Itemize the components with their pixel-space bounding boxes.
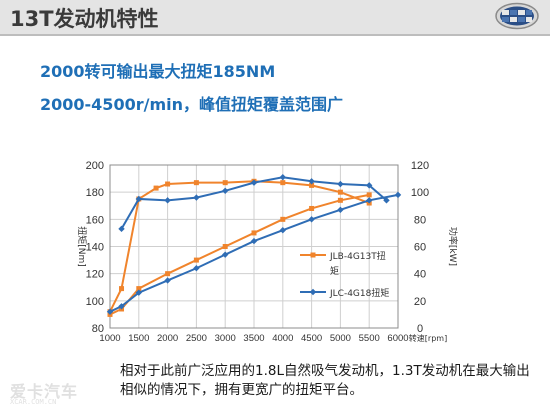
plot-frame: [109, 164, 399, 329]
data-point: [164, 277, 171, 284]
x-tick-label: 2500: [186, 333, 207, 344]
y-tick-label: 80: [92, 323, 104, 335]
x-tick-label: 4000: [272, 333, 293, 344]
data-point: [164, 197, 171, 204]
data-point: [337, 189, 343, 195]
y2-tick-label: 40: [414, 269, 426, 281]
y2-axis-label: 功率[kW]: [447, 227, 459, 266]
series-line-0: [109, 180, 370, 313]
x-axis-label: 转速[rpm]: [409, 333, 447, 343]
watermark-site: XCAR.COM.CN: [10, 398, 57, 406]
x-tick-label: 3500: [243, 333, 264, 344]
geely-logo-icon: [495, 2, 539, 30]
data-point: [222, 244, 228, 249]
data-point: [279, 174, 286, 181]
legend-marker-orange: [310, 252, 316, 258]
data-point: [337, 180, 344, 188]
y-tick-label: 200: [86, 160, 104, 172]
legend-marker-blue: [309, 288, 317, 296]
data-point: [309, 182, 315, 188]
data-point: [309, 205, 315, 211]
y2-tick-label: 120: [411, 160, 429, 172]
y-tick-label: 180: [86, 187, 104, 199]
legend-label-jlb-line1: JLB-4G13T扭: [329, 250, 386, 262]
data-point: [118, 225, 125, 233]
data-point: [308, 216, 315, 223]
data-point: [193, 265, 200, 272]
data-point: [135, 195, 142, 203]
y-tick-label: 120: [86, 269, 104, 281]
y2-tick-label: 80: [414, 214, 426, 226]
y-tick-label: 160: [86, 214, 104, 226]
data-point: [280, 216, 286, 222]
x-tick-label: 3000: [215, 333, 236, 344]
headline-torque: 2000转可输出最大扭矩185NM: [40, 62, 276, 81]
data-point: [106, 308, 114, 315]
data-point: [222, 251, 229, 258]
x-tick-label: 4500: [301, 333, 322, 344]
data-point: [165, 181, 171, 187]
chart-caption: 相对于此前广泛应用的1.8L自然吸气发动机，1.3T发动机在最大输出相似的情况下…: [120, 363, 530, 398]
headline-range: 2000-4500r/min，峰值扭矩覆盖范围广: [40, 95, 343, 114]
data-point: [250, 179, 258, 186]
data-point: [250, 237, 258, 245]
data-point: [136, 286, 142, 292]
data-point: [222, 187, 229, 195]
data-point: [193, 180, 199, 186]
data-point: [308, 178, 315, 185]
data-point: [279, 227, 286, 234]
data-point: [366, 197, 373, 204]
data-point: [337, 197, 343, 203]
x-tick-label: 5500: [359, 333, 380, 344]
data-point: [251, 230, 257, 236]
data-point: [153, 185, 159, 191]
x-tick-label: 6000: [387, 333, 408, 344]
x-tick-label: 1000: [99, 333, 120, 344]
y2-tick-label: 20: [414, 296, 426, 308]
x-tick-label: 5000: [330, 333, 351, 344]
y-tick-label: 140: [86, 242, 104, 254]
data-point: [222, 180, 228, 186]
page-title: 13T发动机特性: [10, 7, 159, 31]
data-point: [118, 303, 125, 310]
series-line-3: [109, 193, 399, 313]
data-point: [165, 271, 171, 277]
title-bar: 13T发动机特性: [0, 0, 550, 36]
watermark-brand: 爱卡汽车: [10, 382, 79, 401]
data-point: [383, 197, 390, 204]
data-point: [193, 194, 200, 201]
y2-tick-label: 100: [411, 187, 429, 199]
x-tick-label: 1500: [128, 333, 149, 344]
watermark: 爱卡汽车 XCAR.COM.CN: [6, 378, 98, 408]
y-axis-label: 扭矩[Nm]: [76, 226, 88, 267]
x-tick-label: 2000: [157, 333, 178, 344]
y-tick-label: 100: [86, 296, 104, 308]
data-point: [366, 192, 372, 198]
data-point: [193, 257, 199, 263]
legend-label-jlb-line2: 矩: [330, 265, 339, 277]
data-point: [119, 286, 125, 292]
data-point: [280, 180, 286, 186]
data-point: [337, 206, 344, 214]
legend-label-jlc: JLC-4G18扭矩: [329, 287, 389, 299]
data-point: [135, 289, 142, 296]
y2-tick-label: 60: [414, 242, 426, 254]
y2-tick-label: 0: [417, 323, 423, 335]
